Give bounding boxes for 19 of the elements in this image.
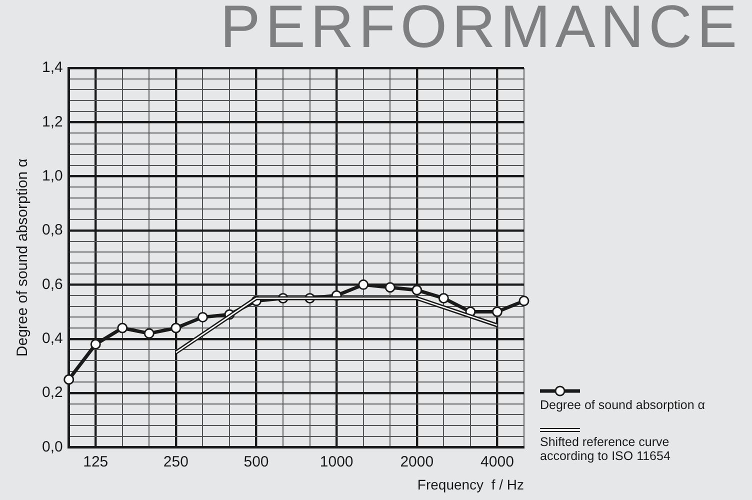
legend-label: Shifted reference curve according to ISO 11654	[540, 434, 672, 462]
x-axis-title: Frequency f / Hz	[417, 476, 524, 492]
x-tick-label: 500	[244, 453, 269, 470]
y-tick-label: 0,2	[42, 384, 63, 402]
x-tick-label: 4000	[480, 453, 514, 470]
y-tick-label: 0,4	[42, 330, 63, 347]
y-tick-label: 0,0	[42, 438, 63, 456]
x-tick-label: 125	[83, 453, 108, 470]
x-tick-label: 1000	[320, 453, 354, 470]
y-tick-label: 1,4	[42, 59, 63, 76]
y-tick-label: 0,8	[42, 222, 63, 239]
chart-title: PERFORMANCE	[220, 0, 742, 61]
y-axis-title: Degree of sound absorption α	[14, 158, 32, 357]
x-tick-label: 250	[163, 453, 188, 470]
y-tick-label: 1,0	[42, 167, 63, 184]
y-tick-label: 0,6	[42, 276, 63, 293]
x-tick-label: 2000	[400, 453, 434, 470]
legend-label: Degree of sound absorption α	[540, 398, 706, 412]
y-tick-label: 1,2	[42, 113, 63, 130]
